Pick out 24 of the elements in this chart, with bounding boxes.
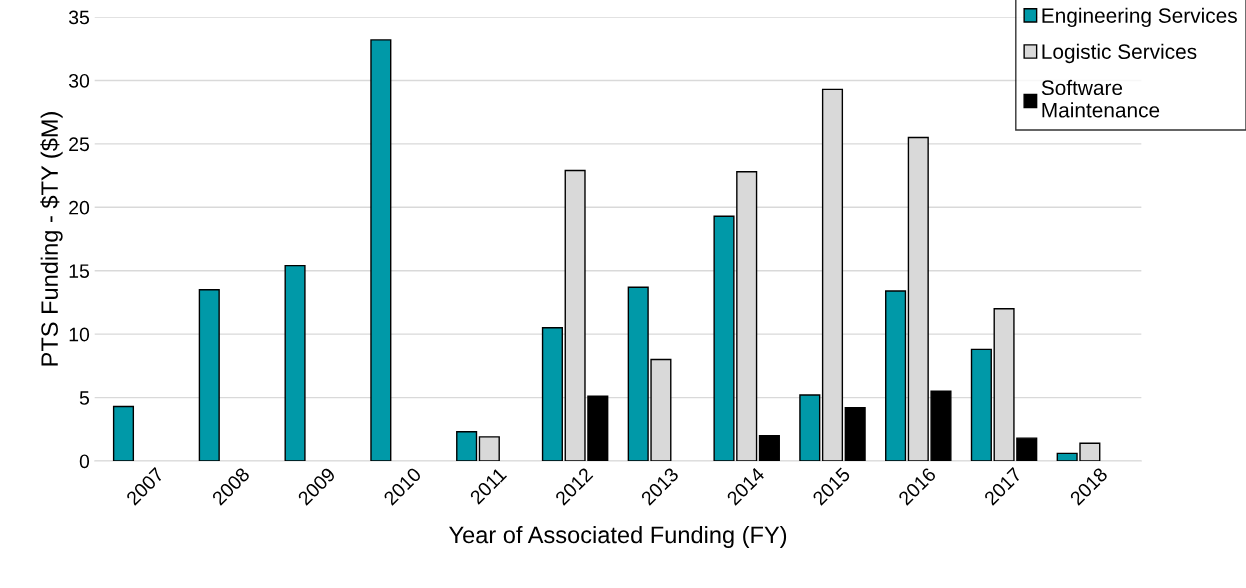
legend-label: Logistic Services	[1042, 43, 1197, 64]
bar	[799, 394, 821, 461]
bar	[456, 431, 478, 461]
y-tick-label: 25	[69, 137, 90, 152]
bar	[198, 289, 220, 461]
y-tick-label: 35	[68, 10, 90, 25]
x-axis-title: Year of Associated Funding (FY)	[449, 525, 787, 548]
bar	[885, 290, 907, 461]
bar	[112, 405, 135, 461]
y-tick-label: 5	[79, 391, 90, 405]
bar	[970, 348, 992, 461]
legend-label: Software Maintenance	[1041, 79, 1160, 118]
y-tick-label: 10	[69, 327, 90, 342]
y-axis-title: PTS Funding - $TY ($M)	[40, 112, 63, 366]
bar	[844, 407, 866, 461]
y-tick-label: 0	[79, 454, 90, 469]
y-tick-label: 15	[69, 264, 90, 278]
bar	[284, 264, 306, 461]
legend-label: Engineering Services	[1042, 7, 1237, 28]
bar	[541, 327, 563, 461]
y-tick-label: 30	[68, 73, 90, 88]
bar	[370, 39, 392, 461]
y-tick-label: 20	[69, 200, 90, 215]
bar	[758, 434, 780, 461]
